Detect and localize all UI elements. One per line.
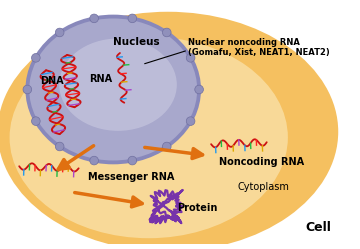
Text: RNA: RNA (89, 74, 112, 84)
Text: Nuclear noncoding RNA: Nuclear noncoding RNA (188, 38, 300, 47)
Text: Nucleus: Nucleus (113, 37, 159, 47)
Text: Cell: Cell (305, 221, 331, 234)
Ellipse shape (59, 39, 177, 131)
Ellipse shape (128, 156, 137, 165)
Text: DNA: DNA (40, 76, 64, 86)
Text: Cytoplasm: Cytoplasm (238, 182, 290, 192)
Ellipse shape (32, 117, 40, 125)
Ellipse shape (186, 117, 195, 125)
Ellipse shape (162, 28, 171, 37)
Ellipse shape (186, 54, 195, 62)
Ellipse shape (32, 54, 40, 62)
Ellipse shape (0, 12, 338, 249)
Text: Protein: Protein (177, 203, 218, 213)
Ellipse shape (55, 28, 64, 37)
Ellipse shape (195, 85, 203, 94)
Ellipse shape (10, 37, 288, 238)
Ellipse shape (29, 18, 197, 161)
Ellipse shape (90, 156, 98, 165)
Text: Noncoding RNA: Noncoding RNA (219, 157, 304, 167)
Text: Messenger RNA: Messenger RNA (88, 172, 175, 182)
Ellipse shape (26, 15, 201, 164)
Ellipse shape (55, 142, 64, 151)
Ellipse shape (23, 85, 32, 94)
Ellipse shape (162, 142, 171, 151)
Ellipse shape (128, 14, 137, 23)
Ellipse shape (90, 14, 98, 23)
Text: (Gomafu, Xist, NEAT1, NEAT2): (Gomafu, Xist, NEAT1, NEAT2) (188, 48, 330, 57)
